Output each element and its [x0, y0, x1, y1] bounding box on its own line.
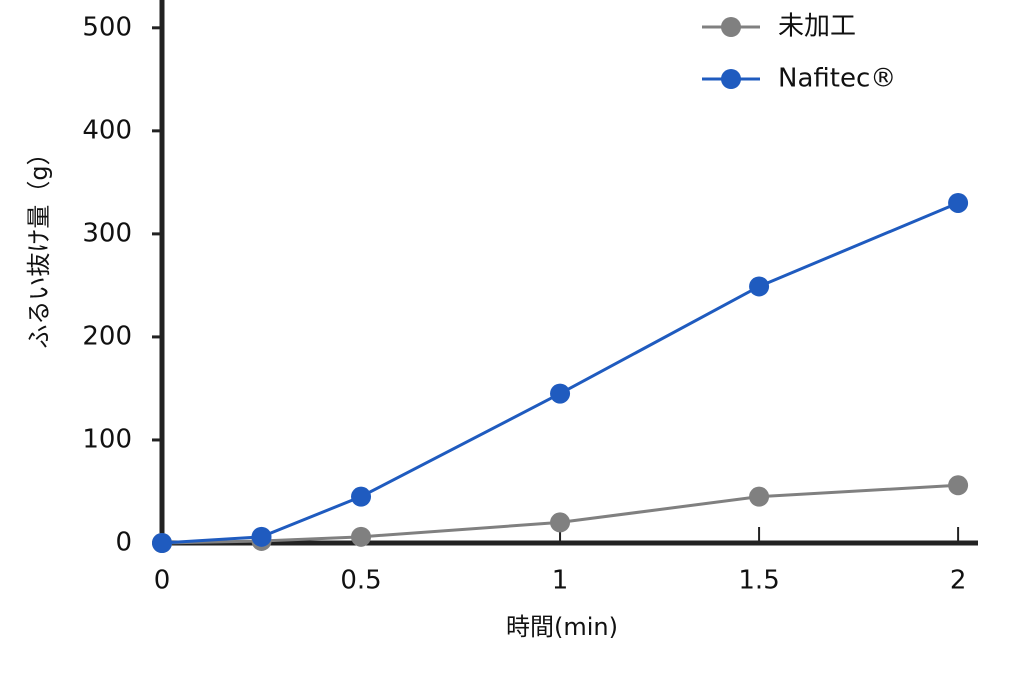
data-point	[351, 526, 372, 547]
legend-label: Nafitec®	[778, 64, 896, 94]
legend-marker	[721, 17, 741, 37]
data-point	[351, 486, 372, 507]
x-tick-label: 2	[950, 566, 967, 596]
x-tick-label: 1	[552, 566, 569, 596]
data-point	[749, 276, 770, 297]
x-tick-label: 0	[154, 566, 171, 596]
y-tick-label: 500	[82, 12, 132, 42]
y-tick-label: 0	[115, 528, 132, 558]
data-point	[251, 526, 272, 547]
data-point	[152, 533, 172, 553]
legend-label: 未加工	[778, 12, 856, 42]
data-point	[550, 512, 571, 533]
y-axis-label: ふるい抜け量（g）	[25, 141, 53, 348]
x-tick-label: 1.5	[738, 566, 779, 596]
data-point	[948, 192, 969, 213]
legend-marker	[721, 69, 741, 89]
data-point	[749, 486, 770, 507]
y-tick-label: 400	[82, 115, 132, 145]
series-line	[161, 483, 959, 545]
series-line	[161, 201, 959, 545]
y-tick-label: 100	[82, 424, 132, 454]
y-tick-label: 200	[82, 321, 132, 351]
y-tick-label: 300	[82, 218, 132, 248]
data-point	[948, 475, 969, 496]
x-axis-label: 時間(min)	[506, 613, 618, 641]
data-point	[550, 383, 571, 404]
x-tick-label: 0.5	[340, 566, 381, 596]
